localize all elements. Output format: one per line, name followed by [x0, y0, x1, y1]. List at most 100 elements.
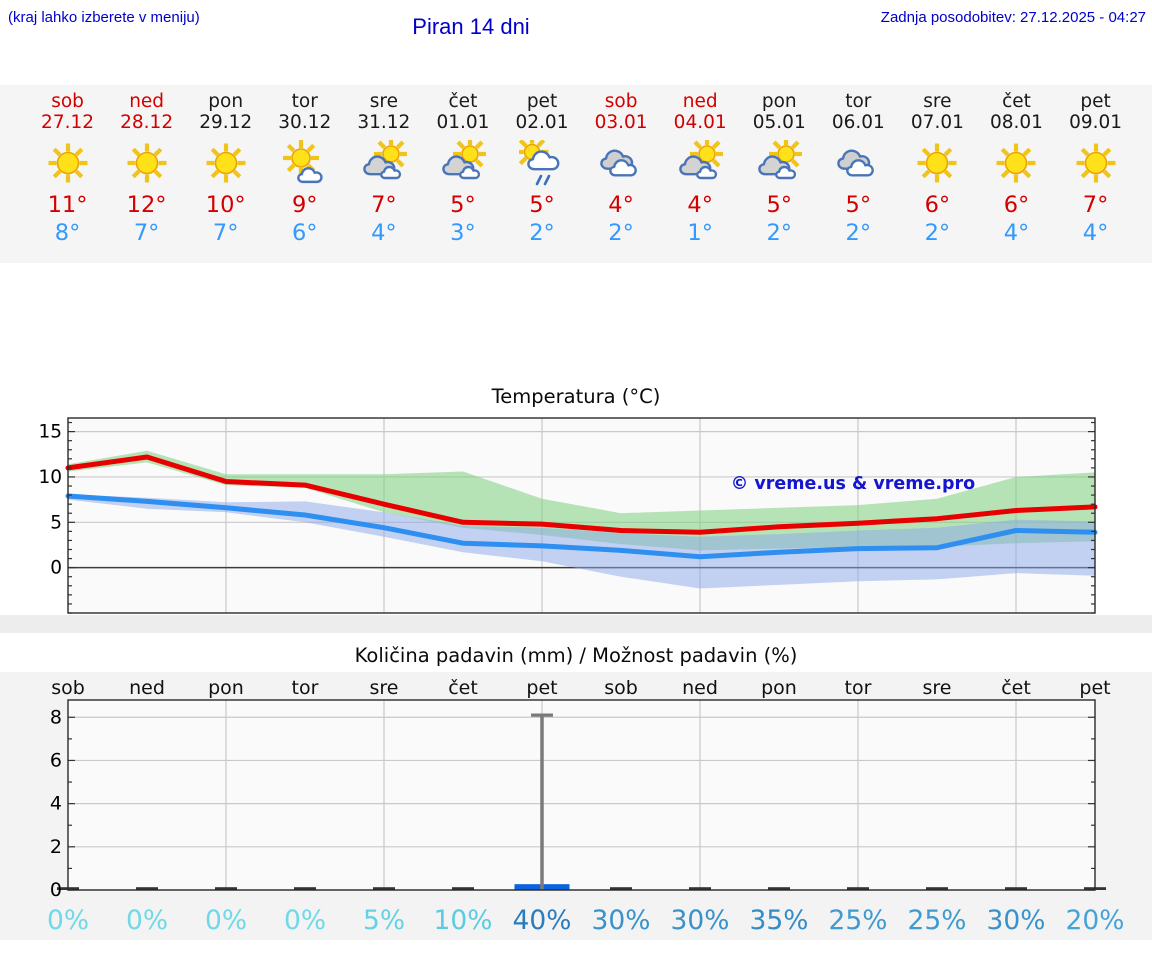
weather-sun-cloud-icon — [344, 138, 423, 188]
precip-chart-title: Količina padavin (mm) / Možnost padavin … — [354, 644, 798, 667]
weather-sun-small-cloud-icon — [265, 138, 344, 188]
weather-sun-cloud-rain-icon — [502, 138, 581, 188]
temp-chart-bottom-margin — [0, 615, 1152, 633]
day-min-temp: 2° — [845, 220, 872, 246]
day-date: 04.01 — [673, 112, 727, 133]
forecast-day: sre 31.12 7° 4° — [344, 85, 423, 263]
day-max-temp: 11° — [47, 192, 88, 218]
day-name: sre — [923, 91, 952, 112]
day-name: ned — [129, 91, 165, 112]
weather-sunny-icon — [977, 138, 1056, 188]
day-date: 09.01 — [1069, 112, 1123, 133]
day-date: 01.01 — [436, 112, 490, 133]
weather-sunny-icon — [186, 138, 265, 188]
day-date: 02.01 — [515, 112, 569, 133]
day-name: čet — [448, 91, 478, 112]
day-max-temp: 6° — [924, 192, 951, 218]
day-name: pet — [526, 91, 558, 112]
forecast-strip: sob 27.12 11° 8° ned 28.12 12° 7° pon 29.12 10° 7° t… — [0, 85, 1152, 263]
svg-text:10: 10 — [38, 467, 62, 488]
page-title: Piran 14 dni — [412, 14, 530, 39]
weather-sun-cloud-icon — [740, 138, 819, 188]
forecast-day: tor 30.12 9° 6° — [265, 85, 344, 263]
day-max-temp: 5° — [766, 192, 793, 218]
day-min-temp: 4° — [1003, 220, 1030, 246]
day-name: sob — [51, 91, 84, 112]
day-max-temp: 6° — [1003, 192, 1030, 218]
day-min-temp: 4° — [1082, 220, 1109, 246]
forecast-day: ned 28.12 12° 7° — [107, 85, 186, 263]
day-name: pon — [761, 91, 797, 112]
day-date: 28.12 — [120, 112, 174, 133]
day-name: čet — [1002, 91, 1031, 112]
day-min-temp: 6° — [291, 220, 318, 246]
day-date: 31.12 — [357, 112, 411, 133]
day-max-temp: 7° — [371, 192, 397, 218]
day-date: 08.01 — [989, 112, 1043, 133]
temperature-line — [65, 493, 1098, 560]
day-min-temp: 1° — [687, 220, 713, 246]
temperature-plot-area — [68, 418, 1095, 613]
weather-sunny-icon — [28, 138, 107, 188]
day-min-temp: 2° — [766, 220, 793, 246]
day-max-temp: 5° — [529, 192, 555, 218]
day-name: tor — [845, 91, 872, 112]
weather-sunny-icon — [107, 138, 186, 188]
day-min-temp: 4° — [371, 220, 397, 246]
forecast-day: pet 02.01 5° 2° — [502, 85, 581, 263]
plot-border — [67, 417, 1096, 614]
day-max-temp: 7° — [1082, 192, 1109, 218]
forecast-day: sob 03.01 4° 2° — [582, 85, 661, 263]
temperature-chart: 0 5 10 15 © vreme.us & vreme.pro — [38, 417, 1098, 614]
y-axis-labels: 0 5 10 15 — [38, 422, 62, 579]
forecast-day: pon 29.12 10° 7° — [186, 85, 265, 263]
axis-ticks — [68, 421, 1095, 614]
day-min-temp: 2° — [608, 220, 634, 246]
day-max-temp: 10° — [205, 192, 246, 218]
day-name: tor — [291, 91, 318, 112]
location-hint: (kraj lahko izberete v meniju) — [8, 9, 200, 26]
temperature-line — [65, 454, 1098, 535]
day-max-temp: 12° — [126, 192, 167, 218]
forecast-day: čet 01.01 5° 3° — [423, 85, 502, 263]
weather-sunny-icon — [898, 138, 977, 188]
day-name: sob — [604, 91, 638, 112]
last-updated: Zadnja posodobitev: 27.12.2025 - 04:27 — [880, 9, 1146, 26]
forecast-day: pon 05.01 5° 2° — [740, 85, 819, 263]
forecast-day: ned 04.01 4° 1° — [661, 85, 740, 263]
weather-sun-cloud-icon — [661, 138, 740, 188]
day-min-temp: 3° — [450, 220, 476, 246]
svg-text:5: 5 — [50, 512, 62, 533]
day-min-temp: 7° — [212, 220, 239, 246]
day-max-temp: 4° — [608, 192, 634, 218]
day-date: 05.01 — [752, 112, 806, 133]
forecast-day: sre 07.01 6° 2° — [898, 85, 977, 263]
weather-clouds-icon — [582, 138, 661, 188]
day-min-temp: 2° — [529, 220, 555, 246]
day-name: ned — [682, 91, 718, 112]
day-date: 07.01 — [910, 112, 964, 133]
day-date: 29.12 — [199, 112, 253, 133]
precip-chart-panel — [0, 672, 1152, 940]
day-name: pet — [1080, 91, 1111, 112]
forecast-day: tor 06.01 5° 2° — [819, 85, 898, 263]
svg-text:0: 0 — [50, 558, 62, 579]
weather-sun-cloud-icon — [423, 138, 502, 188]
temperature-range-band — [68, 494, 1095, 589]
weather-sunny-icon — [1056, 138, 1135, 188]
day-date: 27.12 — [41, 112, 95, 133]
forecast-strip-days: sob 27.12 11° 8° ned 28.12 12° 7° pon 29.12 10° 7° t… — [28, 85, 1135, 263]
watermark: © vreme.us & vreme.pro — [731, 474, 975, 494]
day-max-temp: 5° — [845, 192, 872, 218]
forecast-day: pet 09.01 7° 4° — [1056, 85, 1135, 263]
day-max-temp: 5° — [450, 192, 476, 218]
svg-text:15: 15 — [38, 422, 62, 443]
day-date: 30.12 — [278, 112, 332, 133]
temperature-range-band — [68, 450, 1095, 551]
day-max-temp: 9° — [291, 192, 318, 218]
day-name: pon — [208, 91, 244, 112]
day-min-temp: 2° — [924, 220, 951, 246]
gridlines — [68, 418, 1095, 613]
day-name: sre — [369, 91, 398, 112]
day-min-temp: 7° — [133, 220, 160, 246]
